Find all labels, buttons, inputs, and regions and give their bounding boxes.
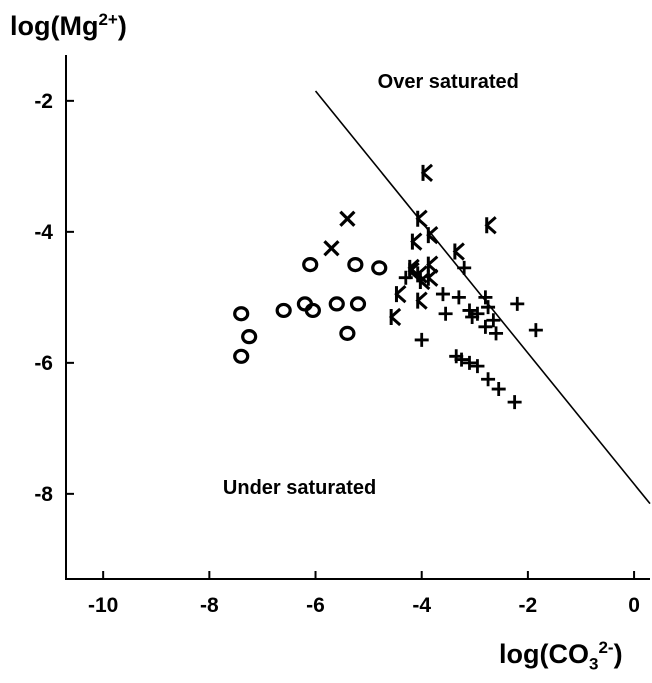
point-plus [510,296,525,311]
point-plus [414,332,429,347]
point-plus [478,290,493,305]
point-plus [470,359,485,374]
plot-axes [65,55,650,580]
point-plus [435,287,450,302]
point-k [394,284,407,304]
point-circle [328,296,345,312]
x-tick-label: -4 [412,594,431,617]
point-plus [454,352,469,367]
point-plus [438,306,453,321]
x-tick-label: -10 [88,594,118,617]
point-k [410,232,423,251]
point-k [426,226,439,245]
point-k [484,216,497,235]
x-tick-label: 0 [628,594,640,617]
x-tick-label: -2 [519,594,538,617]
y-tick-label: -8 [34,483,53,506]
point-plus [398,270,413,285]
point-circle [241,329,258,345]
point-circle [347,257,364,273]
point-plus [528,323,543,338]
point-plus [491,382,506,397]
point-k [415,209,428,228]
point-circle [233,306,250,322]
point-k [388,307,402,327]
y-tick-label: -4 [34,221,53,244]
point-circle [233,348,250,364]
point-plus [462,303,477,318]
point-plus [451,290,466,305]
x-tick-label: -8 [200,594,219,617]
point-plus [507,395,522,410]
x-tick-label: -6 [306,594,325,617]
point-cross [323,240,340,257]
point-k [420,163,434,183]
point-circle [349,296,367,312]
point-k [426,268,439,287]
point-plus [478,319,493,334]
y-tick-label: -2 [34,90,53,113]
point-plus [489,326,504,341]
point-circle [275,302,292,319]
point-plus [457,260,472,275]
annotations: Over saturated Under saturated [223,71,651,505]
annotation-label: Under saturated [223,477,376,499]
point-plus [465,310,480,324]
axis-ticks: -10 -8 -6 -4 -2 0 -2 -4 -6 -8 [34,90,640,617]
point-plus [481,300,496,315]
annotation-label: Over saturated [378,71,519,93]
y-tick-label: -6 [34,352,53,375]
point-circle [371,260,388,276]
point-plus [486,313,501,328]
x-axis-label: log(CO32-) [499,638,623,674]
point-plus [462,355,477,370]
point-plus [481,372,496,387]
point-k [418,271,431,291]
point-circle [302,257,319,273]
point-circle [304,302,321,319]
data-points [233,163,543,410]
point-cross [339,210,356,227]
point-k [415,291,428,310]
point-circle [339,325,356,341]
point-k [452,242,465,261]
y-axis-label: log(Mg2+) [10,10,127,41]
